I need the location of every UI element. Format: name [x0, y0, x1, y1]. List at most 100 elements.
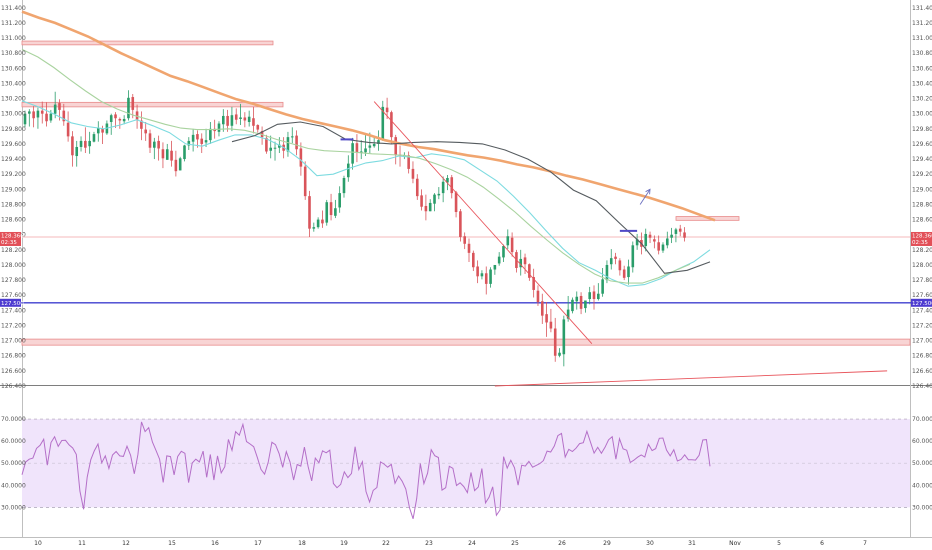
- moving-average-line: [21, 10, 716, 222]
- time-tick: 22: [382, 540, 390, 547]
- axes: 131.400 131.400 131.200 131.200 131.000 131.0…: [1, 5, 932, 547]
- candle-body: [648, 234, 652, 238]
- candle-body: [463, 236, 466, 244]
- current-price-tag-left: [0, 231, 21, 246]
- candle-body: [433, 194, 436, 204]
- candle-body: [355, 143, 359, 153]
- candle-body: [497, 256, 501, 264]
- candle-body: [96, 128, 100, 134]
- candle-body: [351, 143, 354, 164]
- price-tick-right: 127.800: [912, 277, 932, 284]
- candle-body: [135, 111, 139, 120]
- time-tick: 7: [863, 540, 867, 547]
- candle-body: [239, 117, 242, 119]
- candle-body: [394, 137, 398, 155]
- candle-body: [493, 264, 497, 270]
- candle-body: [575, 296, 579, 302]
- moving-average-line: [21, 48, 691, 284]
- time-tick: 31: [688, 540, 696, 547]
- time-tick: 10: [34, 540, 42, 547]
- candle-body: [635, 239, 639, 246]
- price-tick-left: 131.200: [1, 20, 26, 27]
- rsi-pane: [21, 418, 910, 519]
- rsi-tick-right: 50.0000: [912, 460, 932, 467]
- candle-body: [278, 144, 281, 148]
- price-tick-left: 130.600: [1, 65, 26, 72]
- candle-body: [191, 134, 195, 142]
- time-tick: 6: [820, 540, 824, 547]
- price-tick-right: 128.600: [912, 217, 932, 224]
- candle-body: [329, 202, 333, 216]
- time-tick: 24: [468, 540, 476, 547]
- candle-body: [49, 113, 53, 121]
- candle-body: [200, 138, 204, 144]
- candle-body: [286, 137, 290, 152]
- candle-body: [420, 195, 423, 207]
- price-tick-right: 126.800: [912, 353, 932, 360]
- candle-body: [183, 145, 186, 160]
- current-price-tag-right: [911, 231, 932, 246]
- price-tick-right: 127.600: [912, 292, 932, 299]
- projection-arrow: [639, 189, 651, 205]
- candle-body: [161, 149, 165, 159]
- candle-body: [523, 257, 527, 265]
- resistance-zone: [21, 338, 911, 346]
- price-tick-left: 128.800: [1, 201, 26, 208]
- candle-body: [558, 352, 561, 356]
- candle-body: [45, 113, 48, 122]
- price-tick-left: 131.400: [1, 5, 26, 12]
- candle-body: [467, 243, 471, 253]
- price-tick-right: 130.200: [912, 96, 932, 103]
- candle-body: [545, 314, 548, 323]
- candle-body: [157, 140, 160, 149]
- candle-body: [566, 309, 570, 319]
- price-tick-right: 130.400: [912, 80, 932, 87]
- time-tick: 16: [211, 540, 219, 547]
- price-tick-left: 130.200: [1, 96, 26, 103]
- candle-body: [657, 242, 660, 251]
- candle-body: [127, 97, 130, 119]
- time-tick: 23: [425, 540, 433, 547]
- candle-body: [446, 177, 449, 183]
- grid: [0, 0, 932, 538]
- candles: [23, 90, 686, 367]
- candle-body: [670, 234, 673, 238]
- price-tick-left: 126.800: [1, 353, 26, 360]
- candle-body: [122, 118, 126, 122]
- candle-body: [53, 104, 57, 114]
- candle-body: [579, 295, 583, 309]
- price-tick-right: 128.200: [912, 247, 932, 254]
- level-price-label-right: 127.500: [912, 301, 932, 307]
- rsi-tick-left: 70.0000: [1, 416, 26, 423]
- price-tick-right: 131.200: [912, 20, 932, 27]
- price-tick-left: 129.400: [1, 156, 26, 163]
- candle-body: [118, 118, 122, 121]
- candle-body: [23, 113, 27, 125]
- candle-body: [605, 264, 609, 281]
- candle-body: [299, 148, 303, 167]
- candle-body: [316, 219, 320, 228]
- level-price-label-left: 127.500: [1, 301, 24, 307]
- candle-body: [140, 120, 143, 129]
- price-tick-left: 126.400: [1, 383, 26, 390]
- candle-body: [665, 238, 669, 246]
- price-tick-left: 129.000: [1, 186, 26, 193]
- rsi-tick-left: 50.0000: [1, 460, 26, 467]
- candle-body: [614, 256, 617, 259]
- rsi-line: [21, 421, 711, 519]
- candle-body: [588, 292, 591, 300]
- candle-body: [368, 145, 372, 148]
- candle-body: [618, 260, 622, 271]
- time-tick: 11: [78, 540, 86, 547]
- candle-body: [653, 239, 656, 242]
- candle-body: [549, 321, 553, 329]
- level-price-tag-left: [0, 298, 21, 307]
- candle-body: [441, 181, 445, 194]
- candle-body: [187, 140, 191, 146]
- candle-body: [377, 140, 380, 144]
- candle-body: [273, 147, 277, 149]
- candle-body: [256, 125, 260, 130]
- candle-body: [480, 273, 484, 277]
